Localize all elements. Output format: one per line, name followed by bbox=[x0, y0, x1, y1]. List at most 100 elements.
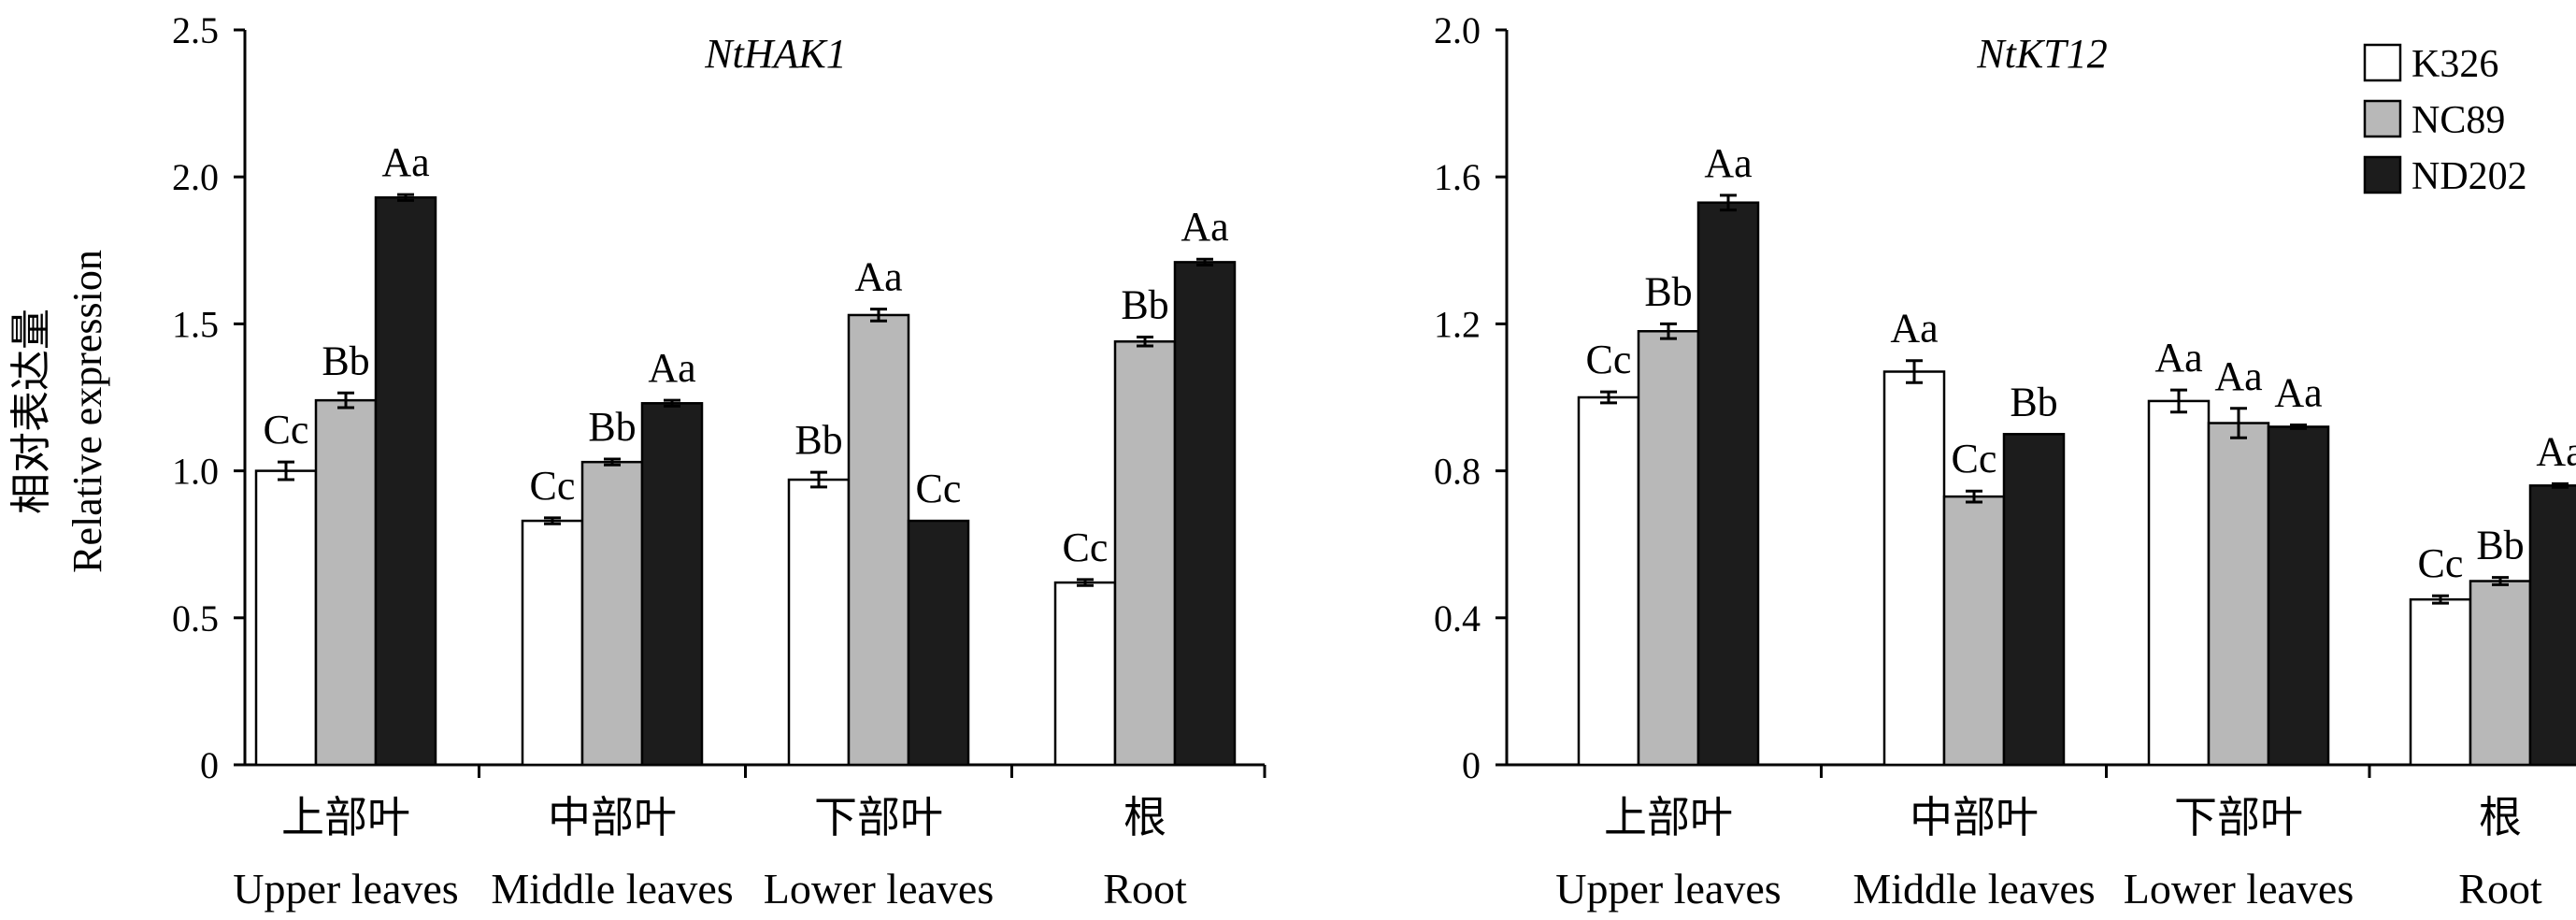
legend-label-nd202: ND202 bbox=[2411, 155, 2527, 198]
error-bar bbox=[1137, 336, 1153, 348]
category-label-cn: 下部叶 bbox=[814, 794, 943, 841]
category-label-cn: 上部叶 bbox=[1604, 794, 1733, 841]
significance-label: Aa bbox=[2214, 353, 2262, 399]
legend-swatch-nc89 bbox=[2363, 99, 2402, 138]
error-bar bbox=[1196, 257, 1213, 267]
category-label-en: Upper leaves bbox=[233, 865, 458, 913]
bar-nd202-3 bbox=[2528, 484, 2576, 767]
bar-nc89-3 bbox=[1113, 340, 1177, 767]
error-bar bbox=[2170, 388, 2187, 414]
error-bar bbox=[2492, 576, 2509, 586]
legend-label-nc89: NC89 bbox=[2411, 99, 2505, 142]
bar-nd202-1 bbox=[2002, 433, 2066, 767]
bar-nd202-2 bbox=[2267, 425, 2330, 767]
error-bar bbox=[2290, 423, 2307, 430]
bar-k326-3 bbox=[2409, 597, 2472, 767]
significance-label: Aa bbox=[854, 254, 902, 300]
ylabel-cn: 相对表达量 bbox=[8, 309, 54, 514]
chart-title: NtHAK1 bbox=[704, 31, 847, 77]
error-bar bbox=[1906, 359, 1923, 384]
significance-label: Cc bbox=[916, 466, 962, 511]
error-bar bbox=[397, 193, 414, 202]
category-label-en: Lower leaves bbox=[764, 865, 995, 913]
error-bar bbox=[810, 470, 827, 489]
y-tick-label: 0.5 bbox=[172, 597, 219, 640]
bar-nc89-3 bbox=[2469, 580, 2532, 767]
ylabel-en: Relative expression bbox=[64, 250, 110, 573]
y-tick-label: 0 bbox=[1462, 744, 1481, 786]
y-tick-label: 1.5 bbox=[172, 303, 219, 345]
bar-nc89-0 bbox=[1637, 330, 1700, 767]
bar-nc89-1 bbox=[580, 460, 644, 767]
category-label-en: Lower leaves bbox=[2124, 865, 2354, 913]
bar-nc89-2 bbox=[2207, 422, 2270, 767]
bar-k326-3 bbox=[1053, 581, 1117, 767]
legend-label-k326: K326 bbox=[2411, 43, 2498, 86]
significance-label: Bb bbox=[1121, 282, 1168, 328]
bar-nd202-0 bbox=[374, 195, 437, 767]
error-bar bbox=[337, 391, 354, 410]
y-tick-label: 0.8 bbox=[1434, 451, 1481, 493]
significance-label: Aa bbox=[1704, 140, 1752, 186]
legend-swatch-k326 bbox=[2363, 43, 2402, 82]
y-tick-label: 2.0 bbox=[172, 156, 219, 198]
significance-label: Cc bbox=[530, 463, 576, 509]
significance-label: Bb bbox=[794, 417, 842, 463]
category-label-cn: 中部叶 bbox=[1910, 794, 2039, 841]
significance-label: Aa bbox=[648, 345, 695, 391]
category-label-en: Root bbox=[2458, 865, 2542, 913]
significance-label: Cc bbox=[2418, 540, 2464, 586]
bar-k326-2 bbox=[787, 478, 851, 767]
category-label-en: Upper leaves bbox=[1555, 865, 1781, 913]
significance-label: Bb bbox=[1644, 268, 1692, 314]
error-bar bbox=[664, 398, 680, 408]
error-bar bbox=[2230, 407, 2247, 439]
significance-label: Cc bbox=[1586, 337, 1632, 382]
error-bar bbox=[604, 457, 621, 467]
bar-k326-1 bbox=[521, 519, 584, 767]
legend: K326 NC89 ND202 bbox=[2363, 43, 2527, 198]
error-bar bbox=[1660, 322, 1677, 340]
error-bar bbox=[1077, 578, 1094, 587]
chart-ntkt12: NtKT12 0 0.4 0.8 1.2 1.6 2.0 Cc Aa Aa Cc Bb Cc Aa Bb… bbox=[1434, 9, 2576, 913]
category-label-cn: 根 bbox=[2479, 794, 2522, 841]
significance-label: Bb bbox=[2476, 523, 2524, 568]
y-tick-label: 1.6 bbox=[1434, 156, 1481, 198]
significance-label: Bb bbox=[2010, 379, 2057, 424]
error-bar bbox=[544, 516, 561, 525]
bar-k326-0 bbox=[1577, 395, 1640, 767]
bar-nc89-1 bbox=[1942, 495, 2006, 767]
legend-swatch-nd202 bbox=[2363, 155, 2402, 194]
bar-k326-2 bbox=[2147, 399, 2211, 767]
y-tick-label: 0.4 bbox=[1434, 597, 1481, 640]
error-bar bbox=[870, 308, 887, 323]
error-bar bbox=[1966, 489, 1982, 504]
bar-nd202-2 bbox=[907, 519, 970, 767]
chart-nthak1: NtHAK1 0 0.5 1.0 1.5 2.0 2.5 Cc Cc Bb Cc Bb Bb Aa Bb… bbox=[172, 9, 1267, 913]
chart-category-labels: 上部叶 Upper leaves 中部叶 Middle leaves 下部叶 Lower … bbox=[1555, 794, 2542, 913]
bar-nd202-1 bbox=[640, 402, 704, 767]
category-label-cn: 中部叶 bbox=[548, 794, 677, 841]
significance-label: Cc bbox=[264, 407, 309, 453]
significance-label: Aa bbox=[2536, 428, 2576, 474]
category-label-en: Middle leaves bbox=[1853, 865, 2095, 913]
y-tick-label: 1.2 bbox=[1434, 303, 1481, 345]
bar-nd202-0 bbox=[1696, 201, 1760, 767]
y-tick-label: 0 bbox=[200, 744, 219, 786]
bar-k326-1 bbox=[1882, 370, 1946, 767]
error-bar bbox=[1720, 194, 1737, 212]
y-tick-label: 2.5 bbox=[172, 9, 219, 51]
y-tick-label: 2.0 bbox=[1434, 9, 1481, 51]
significance-label: Bb bbox=[322, 338, 369, 383]
bar-nd202-3 bbox=[1173, 261, 1237, 767]
category-label-en: Root bbox=[1103, 865, 1187, 913]
error-bar bbox=[1600, 390, 1617, 405]
significance-label: Aa bbox=[2274, 369, 2322, 415]
error-bar bbox=[2552, 482, 2569, 489]
bar-nc89-0 bbox=[314, 398, 378, 767]
chart-title: NtKT12 bbox=[1976, 31, 2107, 77]
significance-label: Aa bbox=[1890, 306, 1938, 352]
chart-bars: Cc Cc Bb Cc Bb Bb Aa Bb Aa Aa Cc Aa bbox=[254, 139, 1237, 767]
significance-label: Bb bbox=[588, 404, 636, 450]
